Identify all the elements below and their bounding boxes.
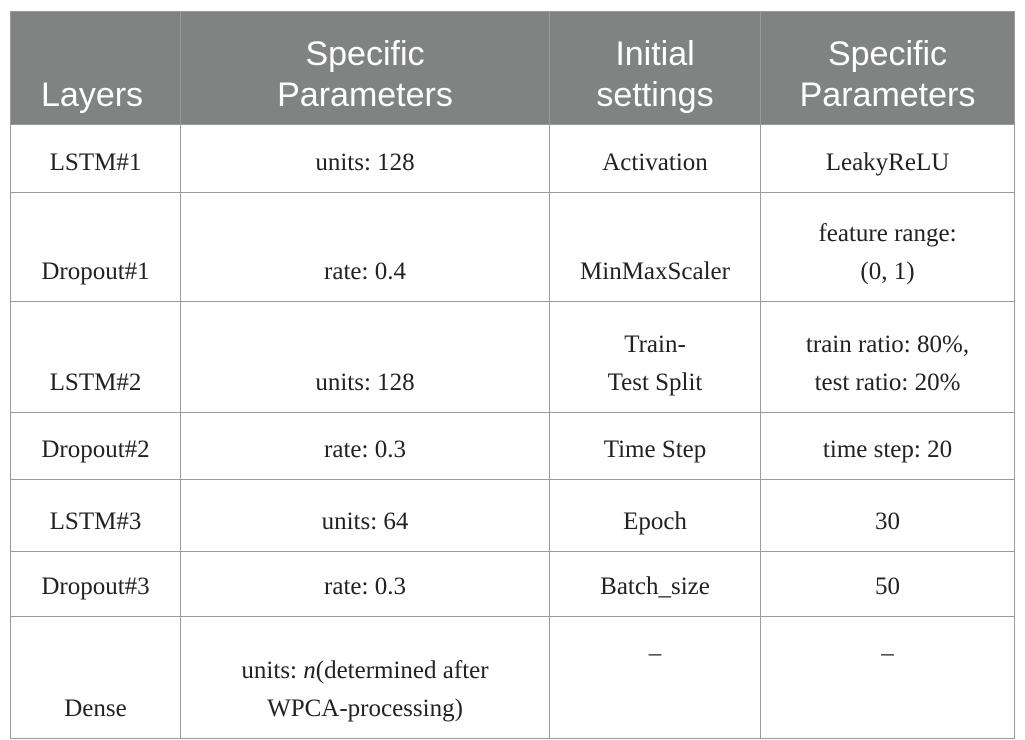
header-line: Initial (615, 35, 695, 73)
cell-layer-params: rate: 0.3 (180, 551, 550, 617)
cell-setting: Time Step (549, 412, 761, 480)
cell-setting-params: 50 (760, 551, 1015, 617)
cell-setting-params: LeakyReLU (760, 124, 1015, 193)
cell-layer: LSTM#2 (10, 301, 181, 413)
cell-layer: Dropout#2 (10, 412, 181, 480)
cell-setting: Train- Test Split (549, 301, 761, 413)
table-header-row: Layers Specific Parameters Initial setti… (10, 11, 1015, 125)
header-specific-parameters-1: Specific Parameters (180, 11, 550, 125)
cell-setting: Batch_size (549, 551, 761, 617)
cell-layer-params: rate: 0.3 (180, 412, 550, 480)
parameters-table: Layers Specific Parameters Initial setti… (10, 11, 1015, 739)
cell-layer-params: units: n(determined after WPCA-processin… (180, 616, 550, 739)
table-row: LSTM#3 units: 64 Epoch 30 (10, 479, 1015, 552)
table-row: Dropout#1 rate: 0.4 MinMaxScaler feature… (10, 192, 1015, 302)
cell-line: Test Split (607, 369, 703, 396)
cell-line: test ratio: 20% (814, 369, 961, 396)
table-row: Dense units: n(determined after WPCA-pro… (10, 616, 1015, 739)
table-row: LSTM#2 units: 128 Train- Test Split trai… (10, 301, 1015, 413)
cell-setting-params: time step: 20 (760, 412, 1015, 480)
cell-layer-params: units: 128 (180, 301, 550, 413)
header-line: Specific (305, 35, 425, 73)
units-variable: n (303, 657, 316, 684)
cell-setting-params: 30 (760, 479, 1015, 552)
cell-line: Train- (624, 331, 686, 358)
cell-setting: – (549, 616, 761, 739)
header-initial-settings: Initial settings (549, 11, 761, 125)
cell-line: WPCA-processing) (267, 695, 463, 722)
cell-layer: LSTM#3 (10, 479, 181, 552)
parameters-table-container: Layers Specific Parameters Initial setti… (10, 11, 1015, 739)
cell-line: train ratio: 80%, (805, 331, 970, 358)
header-line: settings (596, 76, 714, 114)
units-prefix: units: (241, 657, 304, 684)
cell-layer: Dropout#1 (10, 192, 181, 302)
cell-layer: Dense (10, 616, 181, 739)
cell-line: (0, 1) (860, 258, 915, 285)
cell-line: units: n(determined after (187, 652, 543, 690)
cell-layer: Dropout#3 (10, 551, 181, 617)
header-layers: Layers (10, 11, 181, 125)
cell-layer-params: units: 128 (180, 124, 550, 193)
cell-setting: MinMaxScaler (549, 192, 761, 302)
cell-layer-params: rate: 0.4 (180, 192, 550, 302)
cell-setting: Epoch (549, 479, 761, 552)
table-row: LSTM#1 units: 128 Activation LeakyReLU (10, 124, 1015, 193)
cell-setting-params: – (760, 616, 1015, 739)
cell-layer: LSTM#1 (10, 124, 181, 193)
header-line: Parameters (799, 76, 976, 114)
header-line: Specific (827, 35, 948, 73)
cell-line: feature range: (818, 220, 957, 247)
table-row: Dropout#3 rate: 0.3 Batch_size 50 (10, 551, 1015, 617)
table-row: Dropout#2 rate: 0.3 Time Step time step:… (10, 412, 1015, 480)
units-note: (determined after (315, 657, 489, 684)
cell-setting-params: feature range: (0, 1) (760, 192, 1015, 302)
header-line: Parameters (277, 76, 453, 114)
header-layers-line1: Layers (41, 76, 144, 114)
header-specific-parameters-2: Specific Parameters (760, 11, 1015, 125)
cell-layer-params: units: 64 (180, 479, 550, 552)
cell-setting-params: train ratio: 80%, test ratio: 20% (760, 301, 1015, 413)
cell-setting: Activation (549, 124, 761, 193)
